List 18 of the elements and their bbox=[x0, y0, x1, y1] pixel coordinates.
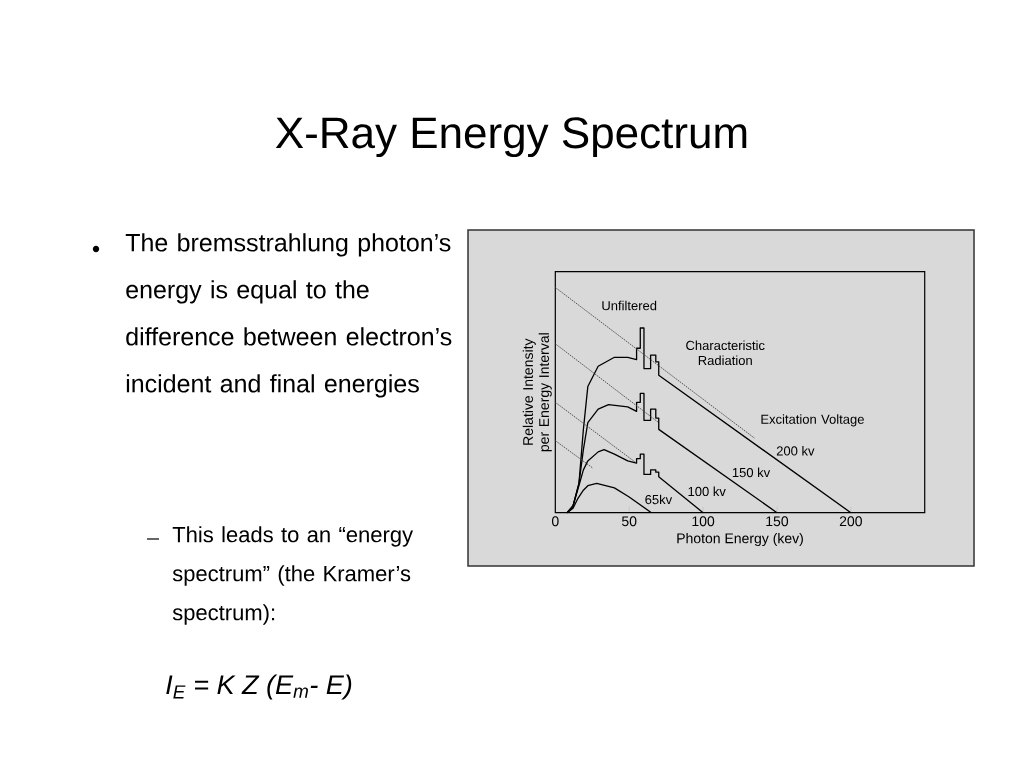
series-label: 150 kv bbox=[732, 467, 771, 478]
y-axis-title: Relative Intensity per Energy Interval bbox=[522, 333, 552, 452]
x-tick-label: 50 bbox=[621, 516, 637, 527]
chart-title: X-Ray Energy Spectrum bbox=[275, 117, 747, 158]
x-axis-title: Photon Energy (kev) bbox=[677, 533, 803, 547]
series-label: 200 kv bbox=[776, 445, 815, 456]
x-tick-label: 200 bbox=[839, 516, 862, 527]
text: I$_{E}$ = K Z (E$_{m}$- E) bbox=[166, 674, 352, 700]
text: The bremsstrahlung photon’s energy is equal to the difference between electron’s incident and final energies bbox=[125, 233, 452, 398]
x-tick-label: 150 bbox=[766, 516, 789, 527]
series-label: 100 kv bbox=[688, 486, 726, 497]
annotation: Unfiltered bbox=[602, 300, 657, 311]
x-tick-label: 100 bbox=[692, 516, 715, 527]
x-tick-label: 0 bbox=[551, 516, 559, 527]
annotation: Characteristic Radiation bbox=[686, 340, 765, 366]
annotation: Excitation Voltage bbox=[761, 414, 864, 427]
text: This leads to an “energy spectrum” (the Kramer’s spectrum): bbox=[172, 526, 414, 625]
series-label: 65kv bbox=[645, 494, 673, 505]
